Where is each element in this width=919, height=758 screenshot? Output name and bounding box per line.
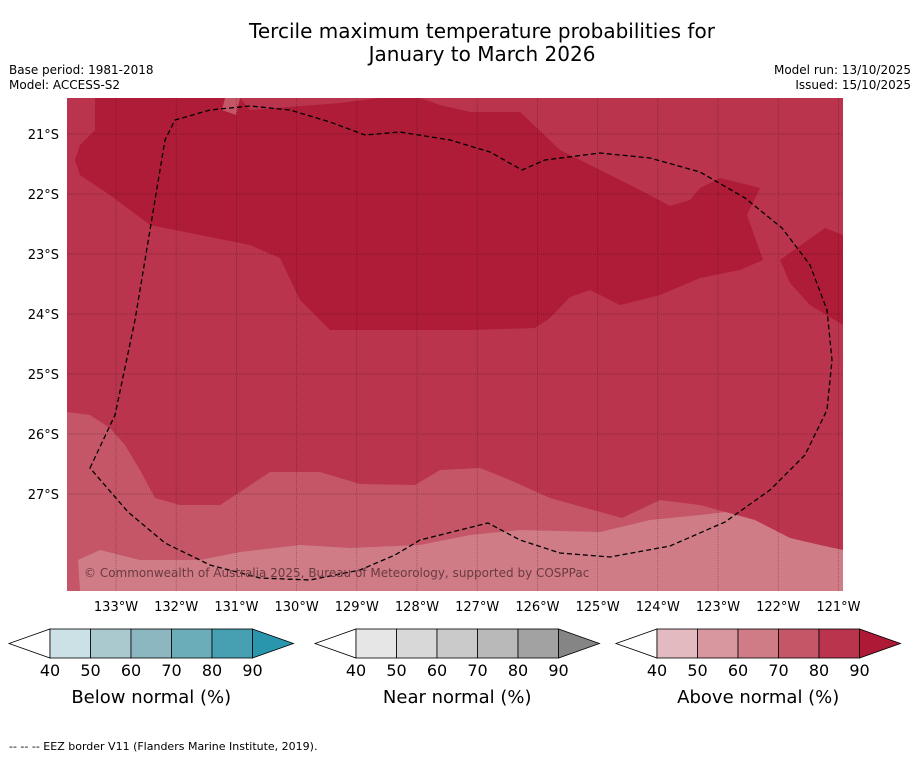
legend-high-extend bbox=[558, 628, 601, 659]
legend-swatch bbox=[778, 628, 820, 659]
legend-low-extend bbox=[313, 628, 357, 659]
legend-tick-label: 60 bbox=[121, 661, 141, 680]
legend-swatch bbox=[171, 628, 213, 659]
meta-right: Model run: 13/10/2025 Issued: 15/10/2025 bbox=[774, 63, 911, 93]
legend-tick-label: 50 bbox=[80, 661, 100, 680]
legend-near: 40 50 60 70 80 90 Near normal (%) bbox=[313, 628, 601, 708]
legend-above: 40 50 60 70 80 90 Above normal (%) bbox=[614, 628, 902, 708]
legend-swatch bbox=[90, 628, 132, 659]
lat-label: 26°S bbox=[28, 428, 59, 443]
legend-tick-label: 70 bbox=[768, 661, 788, 680]
legend-swatch bbox=[396, 628, 438, 659]
legend-high-extend bbox=[252, 628, 295, 659]
lon-label: 130°W bbox=[275, 600, 319, 615]
model-name: Model: ACCESS-S2 bbox=[9, 78, 121, 92]
legend-tick-label: 40 bbox=[40, 661, 60, 680]
legend-tick-label: 90 bbox=[849, 661, 869, 680]
lon-label: 128°W bbox=[395, 600, 439, 615]
lon-label: 133°W bbox=[94, 600, 138, 615]
lon-label: 126°W bbox=[515, 600, 559, 615]
legend-tick-label: 40 bbox=[647, 661, 667, 680]
legend-tick-label: 80 bbox=[508, 661, 528, 680]
legend-tick-label: 40 bbox=[346, 661, 366, 680]
legend-low-extend bbox=[614, 628, 658, 659]
legend-swatch bbox=[697, 628, 739, 659]
lon-label: 129°W bbox=[335, 600, 379, 615]
legend-swatch bbox=[355, 628, 397, 659]
legend-tick-label: 80 bbox=[202, 661, 222, 680]
legend-tick-label: 70 bbox=[161, 661, 181, 680]
legend-caption: Below normal (%) bbox=[71, 687, 231, 708]
lon-label: 122°W bbox=[756, 600, 800, 615]
legend-high-extend bbox=[859, 628, 902, 659]
meta-left: Base period: 1981-2018 Model: ACCESS-S2 bbox=[9, 63, 154, 93]
graticule bbox=[67, 98, 843, 591]
legend-tick-label: 50 bbox=[386, 661, 406, 680]
model-run: Model run: 13/10/2025 bbox=[773, 63, 911, 77]
legend-caption: Near normal (%) bbox=[383, 687, 532, 708]
map-title-line-1: Tercile maximum temperature probabilitie… bbox=[249, 19, 715, 43]
longitude-labels: 133°W 132°W 131°W 130°W 129°W 128°W 127°W 126°W… bbox=[94, 600, 861, 615]
legend-tick-label: 60 bbox=[728, 661, 748, 680]
lon-label: 127°W bbox=[455, 600, 499, 615]
lon-label: 125°W bbox=[576, 600, 620, 615]
eez-border bbox=[89, 105, 833, 581]
zone-above-70-pocket bbox=[222, 98, 240, 115]
legend-swatch bbox=[818, 628, 860, 659]
legend-swatch bbox=[656, 628, 698, 659]
map-copyright: © Commonwealth of Australia 2025, Bureau… bbox=[84, 566, 589, 580]
base-period: Base period: 1981-2018 bbox=[9, 63, 154, 77]
zone-above-90 bbox=[75, 98, 763, 330]
lat-label: 23°S bbox=[28, 248, 59, 263]
legend-tick-label: 60 bbox=[427, 661, 447, 680]
lon-label: 131°W bbox=[214, 600, 258, 615]
legend-swatch bbox=[130, 628, 172, 659]
legend-swatch bbox=[737, 628, 779, 659]
map-title-line-2: January to March 2026 bbox=[368, 42, 596, 66]
legend-swatch bbox=[211, 628, 253, 659]
legend-tick-label: 50 bbox=[687, 661, 707, 680]
legend-swatch bbox=[477, 628, 519, 659]
lat-label: 21°S bbox=[28, 128, 59, 143]
issued-date: Issued: 15/10/2025 bbox=[795, 78, 911, 92]
legend-below: 40 50 60 70 80 90 Below normal (%) bbox=[7, 628, 295, 708]
lon-label: 124°W bbox=[636, 600, 680, 615]
lon-label: 123°W bbox=[696, 600, 740, 615]
legend-swatch bbox=[517, 628, 559, 659]
lat-label: 25°S bbox=[28, 368, 59, 383]
eez-footnote: -- -- -- EEZ border V11 (Flanders Marine… bbox=[9, 740, 318, 753]
lat-label: 27°S bbox=[28, 488, 59, 503]
legend-tick-label: 90 bbox=[242, 661, 262, 680]
latitude-labels: 21°S 22°S 23°S 24°S 25°S 26°S 27°S bbox=[28, 128, 59, 503]
legend-tick-label: 80 bbox=[809, 661, 829, 680]
legend-swatch bbox=[49, 628, 91, 659]
legend-swatch bbox=[436, 628, 478, 659]
legend-caption: Above normal (%) bbox=[677, 687, 839, 708]
lat-label: 24°S bbox=[28, 308, 59, 323]
probability-field bbox=[67, 98, 843, 591]
lon-label: 132°W bbox=[154, 600, 198, 615]
lat-label: 22°S bbox=[28, 188, 59, 203]
legend-tick-label: 90 bbox=[548, 661, 568, 680]
legend-tick-label: 70 bbox=[467, 661, 487, 680]
zone-above-90-east bbox=[780, 228, 843, 325]
legend-low-extend bbox=[7, 628, 51, 659]
lon-label: 121°W bbox=[816, 600, 860, 615]
legends: 40 50 60 70 80 90 Below normal (%) 40 50 60 70 80 90… bbox=[7, 628, 902, 708]
